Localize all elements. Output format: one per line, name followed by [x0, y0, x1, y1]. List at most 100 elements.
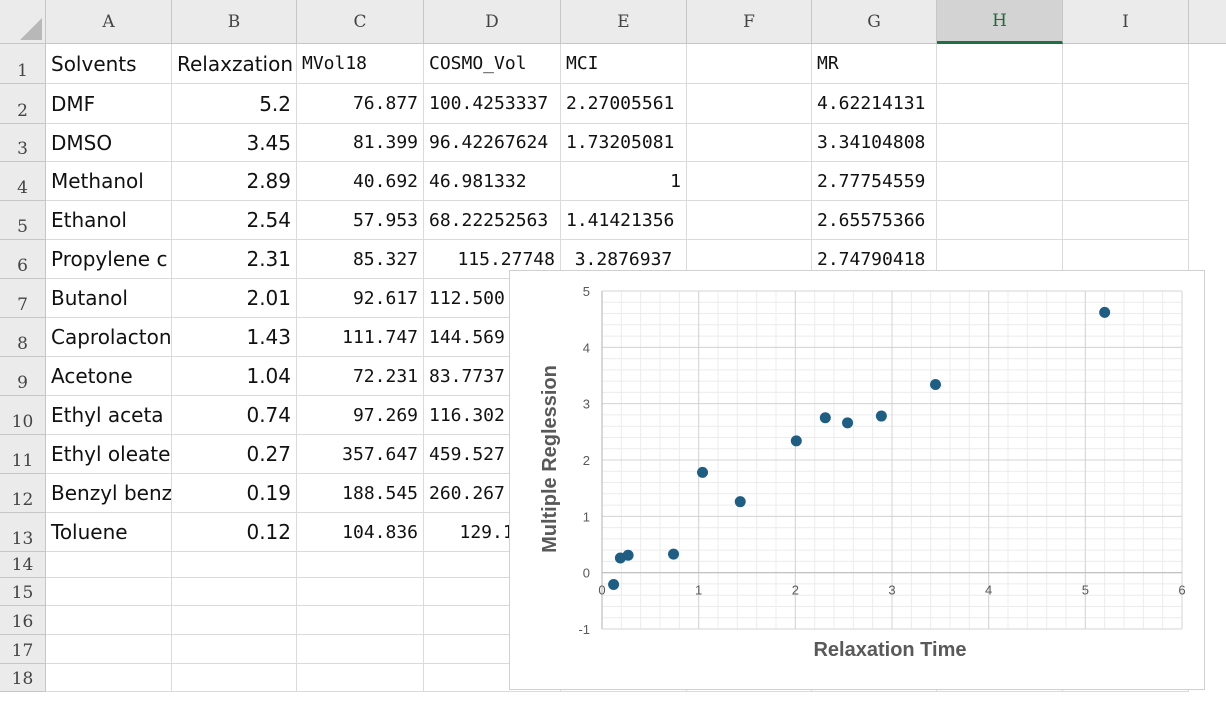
chart-data-point[interactable] [819, 412, 831, 424]
cell-b3[interactable]: 3.45 [172, 124, 297, 162]
cell-f2[interactable] [687, 84, 812, 124]
cell-a7[interactable]: Butanol [46, 279, 172, 318]
cell-a2[interactable]: DMF [46, 84, 172, 124]
cell-e4[interactable]: 1 [561, 162, 687, 201]
chart-data-point[interactable] [697, 466, 709, 478]
cell-e5[interactable]: 1.41421356 [561, 201, 687, 240]
cell-f3[interactable] [687, 124, 812, 162]
cell-c12[interactable]: 188.545 [297, 474, 424, 513]
cell-a12[interactable]: Benzyl benz [46, 474, 172, 513]
cell-a9[interactable]: Acetone [46, 357, 172, 396]
cell-c10[interactable]: 97.269 [297, 396, 424, 435]
chart-data-point[interactable] [608, 578, 620, 590]
cell-h4[interactable] [937, 162, 1063, 201]
row-header-11[interactable]: 11 [0, 435, 46, 474]
cell-a13[interactable]: Toluene [46, 513, 172, 552]
row-header-3[interactable]: 3 [0, 124, 46, 162]
cell-b4[interactable]: 2.89 [172, 162, 297, 201]
cell-d4[interactable]: 46.981332 [424, 162, 561, 201]
cell-a17[interactable] [46, 635, 172, 664]
cell-b16[interactable] [172, 606, 297, 635]
cell-i4[interactable] [1063, 162, 1189, 201]
column-header-j[interactable] [1189, 0, 1226, 44]
column-header-b[interactable]: B [172, 0, 297, 44]
row-header-17[interactable]: 17 [0, 635, 46, 664]
cell-b8[interactable]: 1.43 [172, 318, 297, 357]
cell-b1[interactable]: Relaxzation [172, 44, 297, 84]
cell-c13[interactable]: 104.836 [297, 513, 424, 552]
cell-a11[interactable]: Ethyl oleate [46, 435, 172, 474]
cell-b18[interactable] [172, 664, 297, 692]
cell-b5[interactable]: 2.54 [172, 201, 297, 240]
cell-g3[interactable]: 3.34104808 [812, 124, 937, 162]
cell-b6[interactable]: 2.31 [172, 240, 297, 279]
cell-c8[interactable]: 111.747 [297, 318, 424, 357]
chart-data-point[interactable] [668, 548, 680, 560]
cell-c9[interactable]: 72.231 [297, 357, 424, 396]
cell-e3[interactable]: 1.73205081 [561, 124, 687, 162]
cell-f1[interactable] [687, 44, 812, 84]
chart-data-point[interactable] [1099, 306, 1111, 318]
cell-c14[interactable] [297, 552, 424, 578]
cell-c4[interactable]: 40.692 [297, 162, 424, 201]
row-header-4[interactable]: 4 [0, 162, 46, 201]
column-header-i[interactable]: I [1063, 0, 1189, 44]
cell-c17[interactable] [297, 635, 424, 664]
cell-a1[interactable]: Solvents [46, 44, 172, 84]
chart-data-point[interactable] [842, 417, 854, 429]
cell-c2[interactable]: 76.877 [297, 84, 424, 124]
cell-c6[interactable]: 85.327 [297, 240, 424, 279]
cell-a16[interactable] [46, 606, 172, 635]
cell-a15[interactable] [46, 578, 172, 606]
cell-e2[interactable]: 2.27005561 [561, 84, 687, 124]
cell-b17[interactable] [172, 635, 297, 664]
row-header-9[interactable]: 9 [0, 357, 46, 396]
cell-g2[interactable]: 4.62214131 [812, 84, 937, 124]
cell-i5[interactable] [1063, 201, 1189, 240]
row-header-1[interactable]: 1 [0, 44, 46, 84]
cell-d5[interactable]: 68.22252563 [424, 201, 561, 240]
cell-c1[interactable]: MVol18 [297, 44, 424, 84]
cell-d1[interactable]: COSMO_Vol [424, 44, 561, 84]
cell-a10[interactable]: Ethyl aceta [46, 396, 172, 435]
cell-c7[interactable]: 92.617 [297, 279, 424, 318]
cell-g5[interactable]: 2.65575366 [812, 201, 937, 240]
row-header-13[interactable]: 13 [0, 513, 46, 552]
chart-data-point[interactable] [734, 496, 746, 508]
cell-a4[interactable]: Methanol [46, 162, 172, 201]
cell-c5[interactable]: 57.953 [297, 201, 424, 240]
chart-data-point[interactable] [790, 435, 802, 447]
column-header-e[interactable]: E [561, 0, 687, 44]
chart-data-point[interactable] [875, 410, 887, 422]
column-header-a[interactable]: A [46, 0, 172, 44]
cell-b9[interactable]: 1.04 [172, 357, 297, 396]
cell-a3[interactable]: DMSO [46, 124, 172, 162]
cell-b13[interactable]: 0.12 [172, 513, 297, 552]
cell-g4[interactable]: 2.77754559 [812, 162, 937, 201]
column-header-g[interactable]: G [812, 0, 937, 44]
row-header-18[interactable]: 18 [0, 664, 46, 692]
cell-h2[interactable] [937, 84, 1063, 124]
row-header-14[interactable]: 14 [0, 552, 46, 578]
cell-h3[interactable] [937, 124, 1063, 162]
cell-i3[interactable] [1063, 124, 1189, 162]
cell-a18[interactable] [46, 664, 172, 692]
cell-b12[interactable]: 0.19 [172, 474, 297, 513]
row-header-10[interactable]: 10 [0, 396, 46, 435]
cell-c15[interactable] [297, 578, 424, 606]
cell-c16[interactable] [297, 606, 424, 635]
cell-d6[interactable]: 115.27748 [424, 240, 561, 279]
column-header-f[interactable]: F [687, 0, 812, 44]
row-header-16[interactable]: 16 [0, 606, 46, 635]
cell-c18[interactable] [297, 664, 424, 692]
cell-g1[interactable]: MR [812, 44, 937, 84]
row-header-5[interactable]: 5 [0, 201, 46, 240]
cell-b2[interactable]: 5.2 [172, 84, 297, 124]
cell-c3[interactable]: 81.399 [297, 124, 424, 162]
row-header-12[interactable]: 12 [0, 474, 46, 513]
chart-data-point[interactable] [614, 552, 626, 564]
chart-data-point[interactable] [930, 379, 941, 391]
cell-d2[interactable]: 100.4253337 [424, 84, 561, 124]
row-header-2[interactable]: 2 [0, 84, 46, 124]
